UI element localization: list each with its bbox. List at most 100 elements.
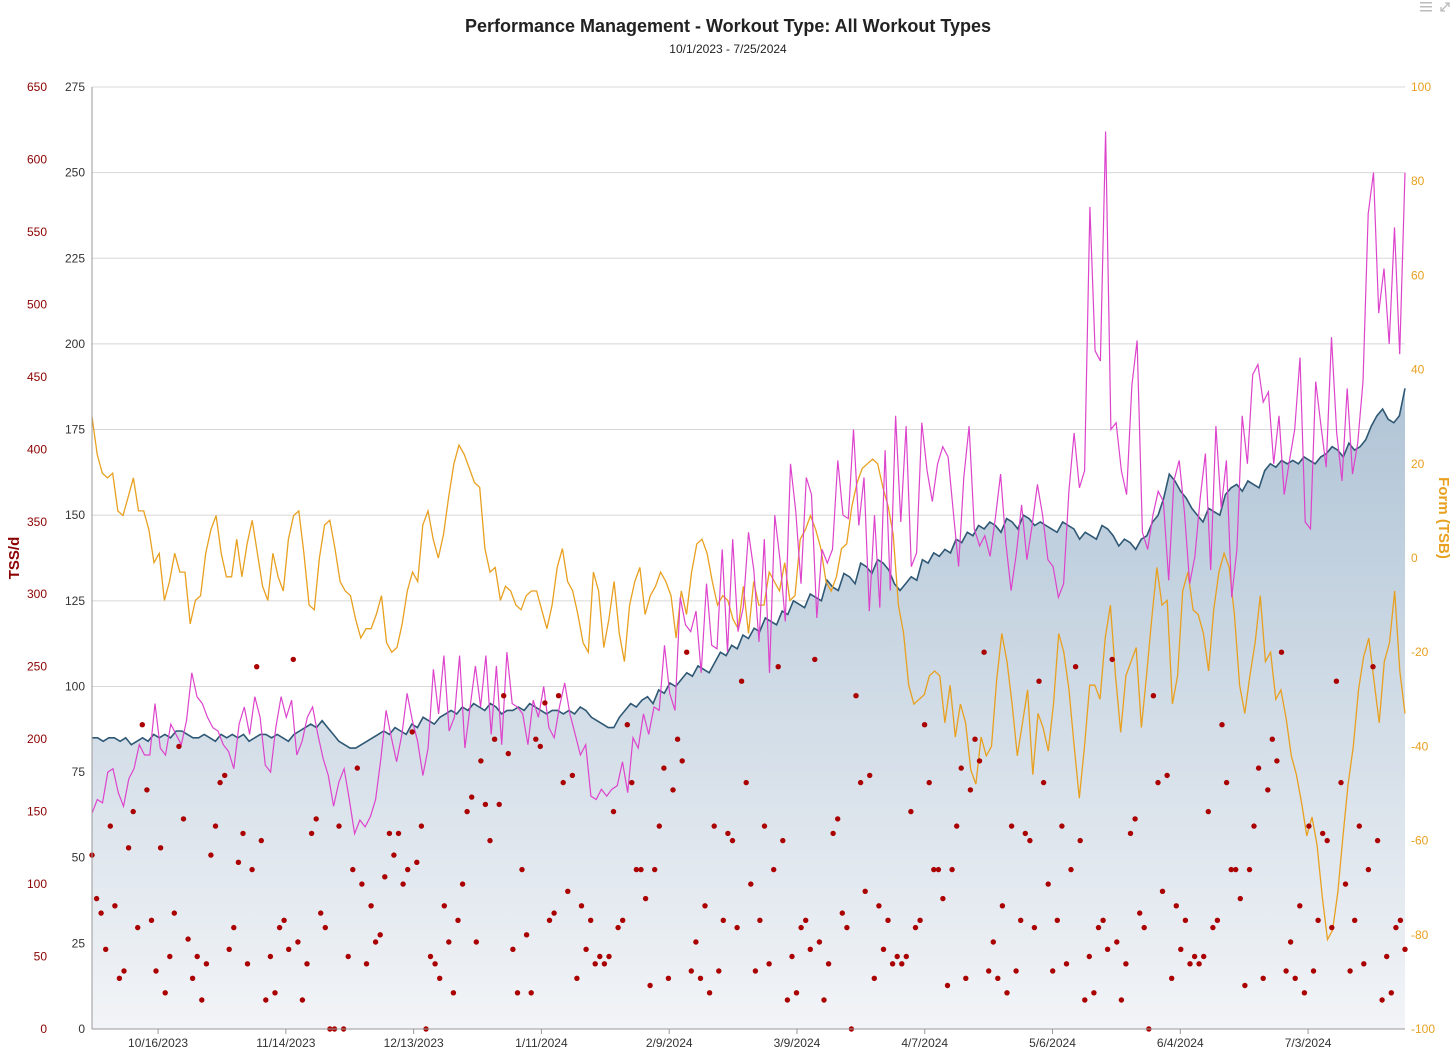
tss-point[interactable]: [455, 917, 461, 923]
tss-point[interactable]: [1338, 779, 1344, 786]
tss-point[interactable]: [1159, 888, 1166, 894]
tss-point[interactable]: [437, 975, 443, 981]
tss-point[interactable]: [185, 936, 191, 942]
tss-point[interactable]: [1082, 997, 1088, 1003]
tss-point[interactable]: [194, 953, 200, 960]
tss-point[interactable]: [990, 939, 996, 945]
tss-point[interactable]: [999, 903, 1006, 909]
tss-point[interactable]: [208, 852, 214, 858]
tss-point[interactable]: [139, 722, 145, 728]
tss-point[interactable]: [738, 678, 745, 684]
tss-point[interactable]: [409, 729, 415, 735]
tss-point[interactable]: [720, 917, 726, 923]
tss-point[interactable]: [427, 953, 434, 960]
tss-point[interactable]: [290, 656, 296, 663]
tss-point[interactable]: [1269, 736, 1276, 742]
tss-point[interactable]: [1379, 997, 1385, 1003]
tss-point[interactable]: [116, 975, 123, 981]
tss-point[interactable]: [629, 779, 635, 786]
tss-point[interactable]: [1388, 990, 1395, 996]
tss-point[interactable]: [144, 787, 150, 793]
tss-point[interactable]: [469, 794, 475, 800]
tss-point[interactable]: [1251, 823, 1257, 829]
tss-point[interactable]: [1246, 866, 1253, 873]
tss-point[interactable]: [1384, 953, 1390, 960]
tss-point[interactable]: [578, 903, 585, 909]
tss-point[interactable]: [986, 968, 992, 974]
tss-point[interactable]: [254, 664, 260, 670]
tss-point[interactable]: [1223, 779, 1230, 786]
tss-point[interactable]: [1050, 968, 1056, 974]
tss-point[interactable]: [1205, 808, 1212, 815]
tss-point[interactable]: [1352, 917, 1358, 923]
tss-point[interactable]: [1141, 924, 1147, 931]
tss-point[interactable]: [308, 830, 315, 837]
tss-point[interactable]: [180, 816, 187, 822]
tss-point[interactable]: [299, 997, 306, 1003]
tss-point[interactable]: [1068, 866, 1074, 873]
tss-point[interactable]: [450, 990, 457, 996]
tss-point[interactable]: [418, 823, 425, 829]
tss-point[interactable]: [1214, 917, 1221, 923]
tss-point[interactable]: [295, 939, 301, 945]
tss-point[interactable]: [272, 990, 278, 996]
tss-point[interactable]: [583, 946, 589, 952]
tss-point[interactable]: [226, 946, 232, 952]
tss-point[interactable]: [555, 693, 562, 699]
tss-point[interactable]: [633, 866, 640, 873]
tss-point[interactable]: [464, 808, 470, 815]
tss-point[interactable]: [954, 823, 960, 829]
tss-point[interactable]: [862, 888, 868, 894]
tss-point[interactable]: [775, 664, 781, 670]
tss-point[interactable]: [98, 910, 104, 916]
tss-point[interactable]: [679, 758, 685, 764]
tss-point[interactable]: [995, 975, 1001, 981]
tss-point[interactable]: [1114, 939, 1120, 945]
tss-point[interactable]: [1137, 910, 1143, 916]
tss-point[interactable]: [949, 866, 955, 873]
tss-point[interactable]: [1045, 881, 1051, 887]
tss-point[interactable]: [917, 917, 923, 923]
tss-point[interactable]: [784, 997, 791, 1003]
tss-point[interactable]: [880, 946, 887, 952]
tss-point[interactable]: [853, 693, 859, 699]
tss-point[interactable]: [125, 845, 132, 851]
tss-point[interactable]: [967, 787, 974, 793]
tss-point[interactable]: [514, 990, 521, 996]
tss-point[interactable]: [839, 910, 845, 916]
tss-point[interactable]: [112, 903, 118, 909]
tss-point[interactable]: [153, 968, 159, 974]
tss-point[interactable]: [482, 801, 489, 808]
tss-point[interactable]: [821, 997, 827, 1003]
tss-point[interactable]: [857, 779, 864, 786]
tss-point[interactable]: [487, 837, 493, 844]
tss-point[interactable]: [1255, 765, 1262, 771]
tss-point[interactable]: [432, 961, 438, 967]
tss-point[interactable]: [1278, 649, 1285, 655]
tss-point[interactable]: [199, 997, 205, 1003]
expand-icon[interactable]: [1438, 0, 1452, 14]
tss-point[interactable]: [1100, 917, 1106, 923]
tss-point[interactable]: [1036, 678, 1042, 684]
tss-point[interactable]: [121, 968, 127, 974]
tss-point[interactable]: [867, 772, 873, 779]
tss-point[interactable]: [610, 808, 617, 815]
tss-point[interactable]: [908, 808, 914, 815]
tss-point[interactable]: [162, 990, 168, 996]
tss-point[interactable]: [519, 866, 525, 873]
tss-point[interactable]: [793, 990, 800, 996]
tss-point[interactable]: [711, 823, 717, 829]
tss-point[interactable]: [1287, 939, 1294, 945]
tss-point[interactable]: [1182, 917, 1189, 923]
tss-point[interactable]: [528, 990, 534, 996]
tss-point[interactable]: [665, 975, 672, 981]
tss-point[interactable]: [1169, 975, 1175, 981]
tss-point[interactable]: [638, 866, 644, 873]
tss-point[interactable]: [1040, 779, 1047, 786]
tss-point[interactable]: [588, 917, 594, 923]
tss-point[interactable]: [825, 961, 832, 967]
tss-point[interactable]: [697, 975, 704, 981]
tss-point[interactable]: [304, 961, 310, 967]
tss-point[interactable]: [1155, 779, 1161, 786]
tss-point[interactable]: [1059, 823, 1065, 829]
